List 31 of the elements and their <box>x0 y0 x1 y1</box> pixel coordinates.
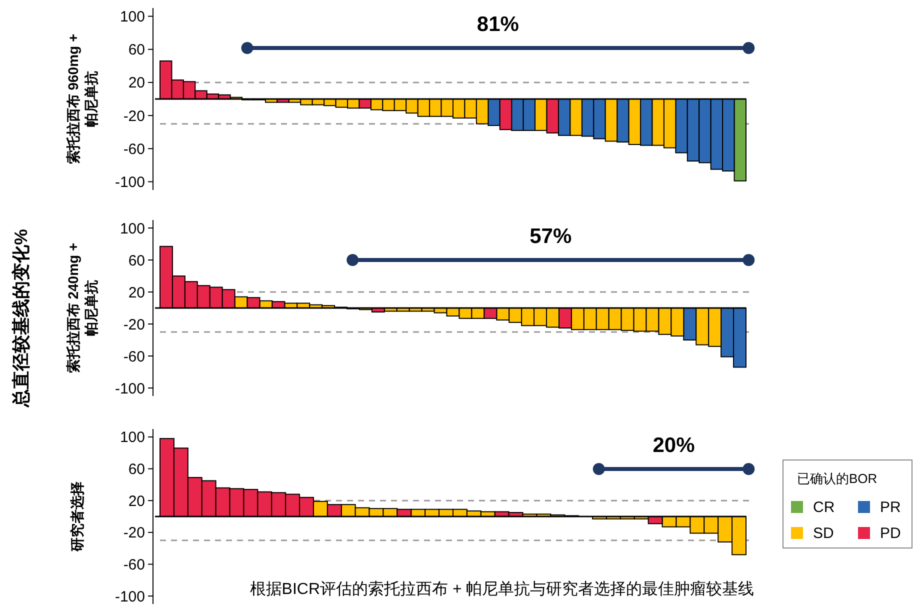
y-tick-label: -60 <box>123 556 145 574</box>
y-axis-title: 研究者选择 <box>69 482 85 552</box>
y-tick-label: 100 <box>120 8 145 26</box>
legend-label: CR <box>813 499 835 516</box>
y-tick-label: 60 <box>128 42 145 59</box>
y-tick-label: -60 <box>123 140 145 158</box>
y-tick-label: -60 <box>123 348 145 366</box>
legend-label: SD <box>813 525 834 542</box>
annotation: 57% <box>530 225 572 248</box>
y-tick-label: 20 <box>128 284 145 302</box>
y-tick-label: 60 <box>128 252 145 270</box>
y-axis-title: 索托拉西布 240mg + 帕尼单抗 <box>65 242 99 374</box>
y-tick-label: 20 <box>128 492 145 510</box>
y-tick-label: -100 <box>114 588 145 606</box>
legend-title: 已确认的BOR <box>797 471 878 486</box>
x-axis-title: 根据BICR评估的索托拉西布 + 帕尼单抗与研究者选择的最佳肿瘤较基线 <box>250 580 754 598</box>
annotation: 20% <box>652 434 696 457</box>
y-tick-label: 100 <box>120 429 145 446</box>
y-tick-label: 20 <box>128 74 145 92</box>
legend-label: PR <box>880 499 902 516</box>
y-tick-label: 60 <box>128 461 145 478</box>
legend-label: PD <box>880 525 902 542</box>
y-axis-title: 索托拉西布 960mg + 帕尼单抗 <box>65 34 99 164</box>
annotation: 81% <box>476 13 520 36</box>
y-tick-label: 100 <box>120 220 145 238</box>
y-tick-label: -100 <box>114 174 145 191</box>
y-tick-label: -20 <box>123 108 145 125</box>
y-tick-label: -100 <box>114 380 145 398</box>
y-tick-label: -20 <box>123 524 145 542</box>
y-tick-label: -20 <box>123 316 145 334</box>
text: 总直径较基线的变化% <box>11 228 31 408</box>
